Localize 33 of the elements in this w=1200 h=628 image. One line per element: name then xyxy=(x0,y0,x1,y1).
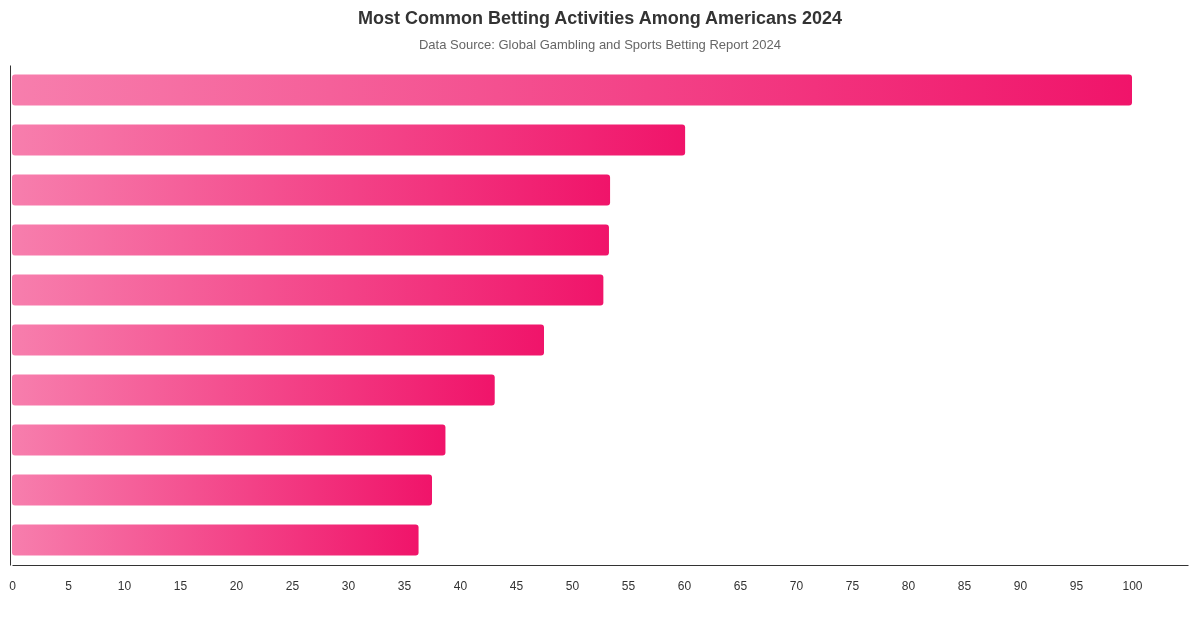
x-tick-label: 30 xyxy=(341,578,356,593)
x-tick-label: 85 xyxy=(957,578,972,593)
bar xyxy=(12,374,495,406)
bar xyxy=(12,174,611,206)
x-tick-label: 75 xyxy=(845,578,860,593)
x-tick-label: 60 xyxy=(677,578,692,593)
bar xyxy=(12,124,686,156)
x-tick-label: 50 xyxy=(565,578,580,593)
x-tick-label: 95 xyxy=(1069,578,1084,593)
x-tick-label: 40 xyxy=(453,578,468,593)
source-note: Data Source: Global Gambling and Sports Betting Report 2024 xyxy=(418,37,782,52)
bar xyxy=(12,224,609,256)
bar xyxy=(12,424,446,456)
bar xyxy=(12,324,544,356)
x-tick-label: 25 xyxy=(285,578,300,593)
bar xyxy=(12,274,604,306)
x-tick-label: 5 xyxy=(65,578,73,593)
bar xyxy=(12,74,1132,106)
bar xyxy=(12,474,432,506)
x-tick-label: 15 xyxy=(173,578,188,593)
x-tick-label: 70 xyxy=(789,578,804,593)
x-tick-label: 90 xyxy=(1013,578,1028,593)
bar xyxy=(12,524,419,556)
x-tick-label: 65 xyxy=(733,578,748,593)
x-tick-label: 20 xyxy=(229,578,244,593)
x-tick-label: 55 xyxy=(621,578,636,593)
chart-title: Most Common Betting Activities Among Americans 2024 xyxy=(357,8,843,28)
x-tick-label: 10 xyxy=(117,578,132,593)
x-tick-label: 45 xyxy=(509,578,524,593)
x-tick-label: 100 xyxy=(1122,578,1143,593)
x-tick-label: 80 xyxy=(901,578,916,593)
x-tick-label: 0 xyxy=(9,578,17,593)
x-tick-label: 35 xyxy=(397,578,412,593)
